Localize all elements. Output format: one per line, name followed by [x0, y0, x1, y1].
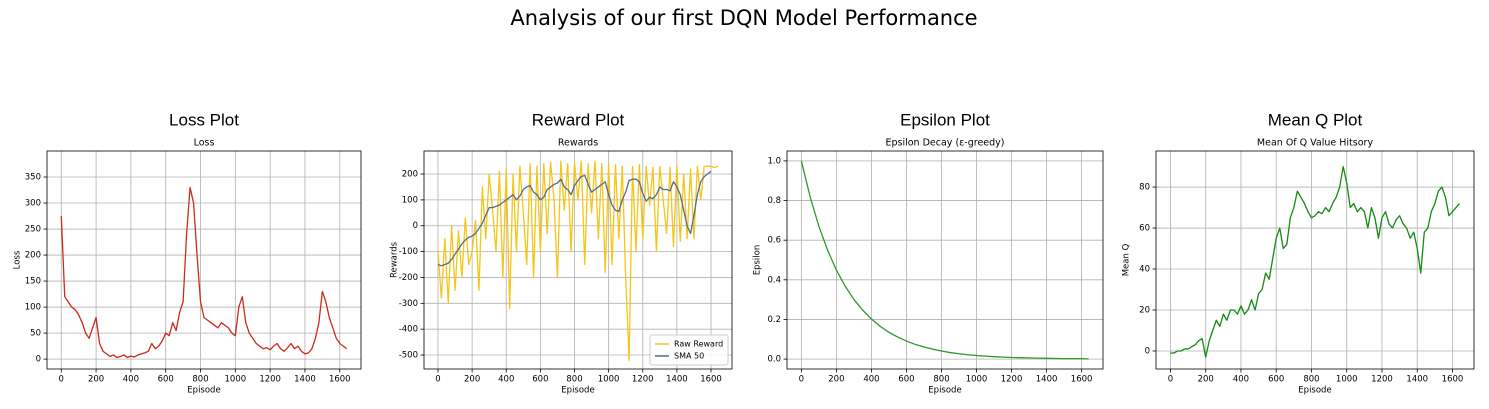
x-tick-label: 600: [1268, 375, 1284, 385]
x-tick-label: 1200: [1371, 375, 1393, 385]
x-axis-label: Episode: [187, 386, 220, 396]
y-tick-label: 0.8: [767, 196, 781, 206]
x-tick-label: 1000: [1336, 375, 1358, 385]
y-axis-label: Mean Q: [1122, 243, 1132, 276]
x-tick-label: 200: [464, 375, 480, 385]
x-tick-label: 1600: [1442, 375, 1464, 385]
y-tick-label: -400: [399, 325, 418, 335]
axes-frame: [46, 150, 362, 370]
panel-heading: Epsilon Plot: [900, 110, 990, 129]
data-line: [437, 160, 719, 361]
legend-label: Raw Reward: [674, 340, 723, 349]
y-axis-label: Loss: [13, 250, 23, 269]
panel-heading: Mean Q Plot: [1268, 110, 1363, 129]
x-tick-label: 1000: [598, 375, 620, 385]
y-tick-label: 100: [402, 195, 418, 205]
axes-title: Epsilon Decay (ε-greedy): [885, 138, 1004, 149]
axes-title: Mean Of Q Value Hitsory: [1257, 138, 1374, 149]
x-tick-label: 800: [566, 375, 582, 385]
x-tick-label: 1400: [1406, 375, 1428, 385]
x-tick-label: 1400: [1036, 375, 1058, 385]
x-tick-label: 1400: [666, 375, 688, 385]
data-line: [1170, 165, 1461, 358]
y-tick-label: 200: [402, 170, 418, 180]
x-tick-label: 200: [88, 375, 104, 385]
y-tick-label: 20: [1139, 305, 1150, 315]
y-tick-label: 100: [25, 303, 41, 313]
x-tick-label: 600: [898, 375, 914, 385]
y-tick-label: 0: [36, 355, 41, 365]
x-tick-label: 200: [828, 375, 844, 385]
y-tick-label: 0.6: [767, 236, 781, 246]
y-tick-label: 300: [25, 199, 41, 209]
x-tick-label: 800: [933, 375, 949, 385]
y-tick-label: 0.4: [767, 275, 781, 285]
x-tick-label: 0: [59, 375, 64, 385]
x-tick-label: 1600: [1071, 375, 1093, 385]
panel-heading: Reward Plot: [532, 110, 625, 129]
legend-label: SMA 50: [674, 352, 704, 361]
y-axis-label: Rewards: [390, 241, 400, 278]
x-tick-label: 600: [532, 375, 548, 385]
y-tick-label: 0.0: [767, 355, 781, 365]
data-line: [800, 160, 1089, 360]
x-tick-label: 400: [123, 375, 139, 385]
x-tick-label: 1200: [632, 375, 654, 385]
y-tick-label: -300: [399, 299, 418, 309]
x-tick-label: 800: [192, 375, 208, 385]
x-tick-label: 400: [1233, 375, 1249, 385]
y-tick-label: 80: [1139, 183, 1150, 193]
axes-frame: [1155, 150, 1475, 370]
x-tick-label: 1200: [259, 375, 281, 385]
axes-title: Loss: [194, 138, 215, 149]
y-tick-label: 40: [1139, 265, 1150, 275]
y-tick-label: 350: [25, 173, 41, 183]
x-tick-label: 1000: [966, 375, 988, 385]
y-tick-label: 0.2: [767, 315, 781, 325]
y-tick-label: 60: [1139, 224, 1150, 234]
x-tick-label: 400: [863, 375, 879, 385]
x-tick-label: 1600: [700, 375, 722, 385]
data-line: [437, 170, 712, 267]
figure-title: Analysis of our first DQN Model Performa…: [510, 6, 977, 30]
y-tick-label: -100: [399, 247, 418, 257]
x-tick-label: 800: [1303, 375, 1319, 385]
y-tick-label: 200: [25, 251, 41, 261]
x-tick-label: 1200: [1001, 375, 1023, 385]
axes-frame: [423, 150, 733, 370]
panel-heading: Loss Plot: [169, 110, 239, 129]
x-tick-label: 1600: [329, 375, 351, 385]
x-tick-label: 400: [498, 375, 514, 385]
y-tick-label: -500: [399, 351, 418, 361]
axes-title: Rewards: [558, 138, 598, 149]
y-tick-label: 50: [30, 329, 41, 339]
x-tick-label: 1400: [294, 375, 316, 385]
x-tick-label: 1000: [225, 375, 247, 385]
x-axis-label: Episode: [1298, 386, 1331, 396]
y-tick-label: 150: [25, 277, 41, 287]
x-tick-label: 0: [435, 375, 440, 385]
data-line: [60, 186, 348, 359]
y-tick-label: 1.0: [767, 156, 781, 166]
y-tick-label: 250: [25, 225, 41, 235]
y-tick-label: -200: [399, 273, 418, 283]
x-tick-label: 200: [1198, 375, 1214, 385]
y-axis-label: Epsilon: [753, 245, 763, 276]
x-tick-label: 0: [799, 375, 804, 385]
y-tick-label: 0: [413, 221, 418, 231]
y-tick-label: 0: [1145, 346, 1150, 356]
x-tick-label: 0: [1168, 375, 1173, 385]
axes-frame: [786, 150, 1104, 370]
legend-box: [649, 334, 729, 366]
x-tick-label: 600: [158, 375, 174, 385]
x-axis-label: Episode: [561, 386, 594, 396]
x-axis-label: Episode: [928, 386, 961, 396]
